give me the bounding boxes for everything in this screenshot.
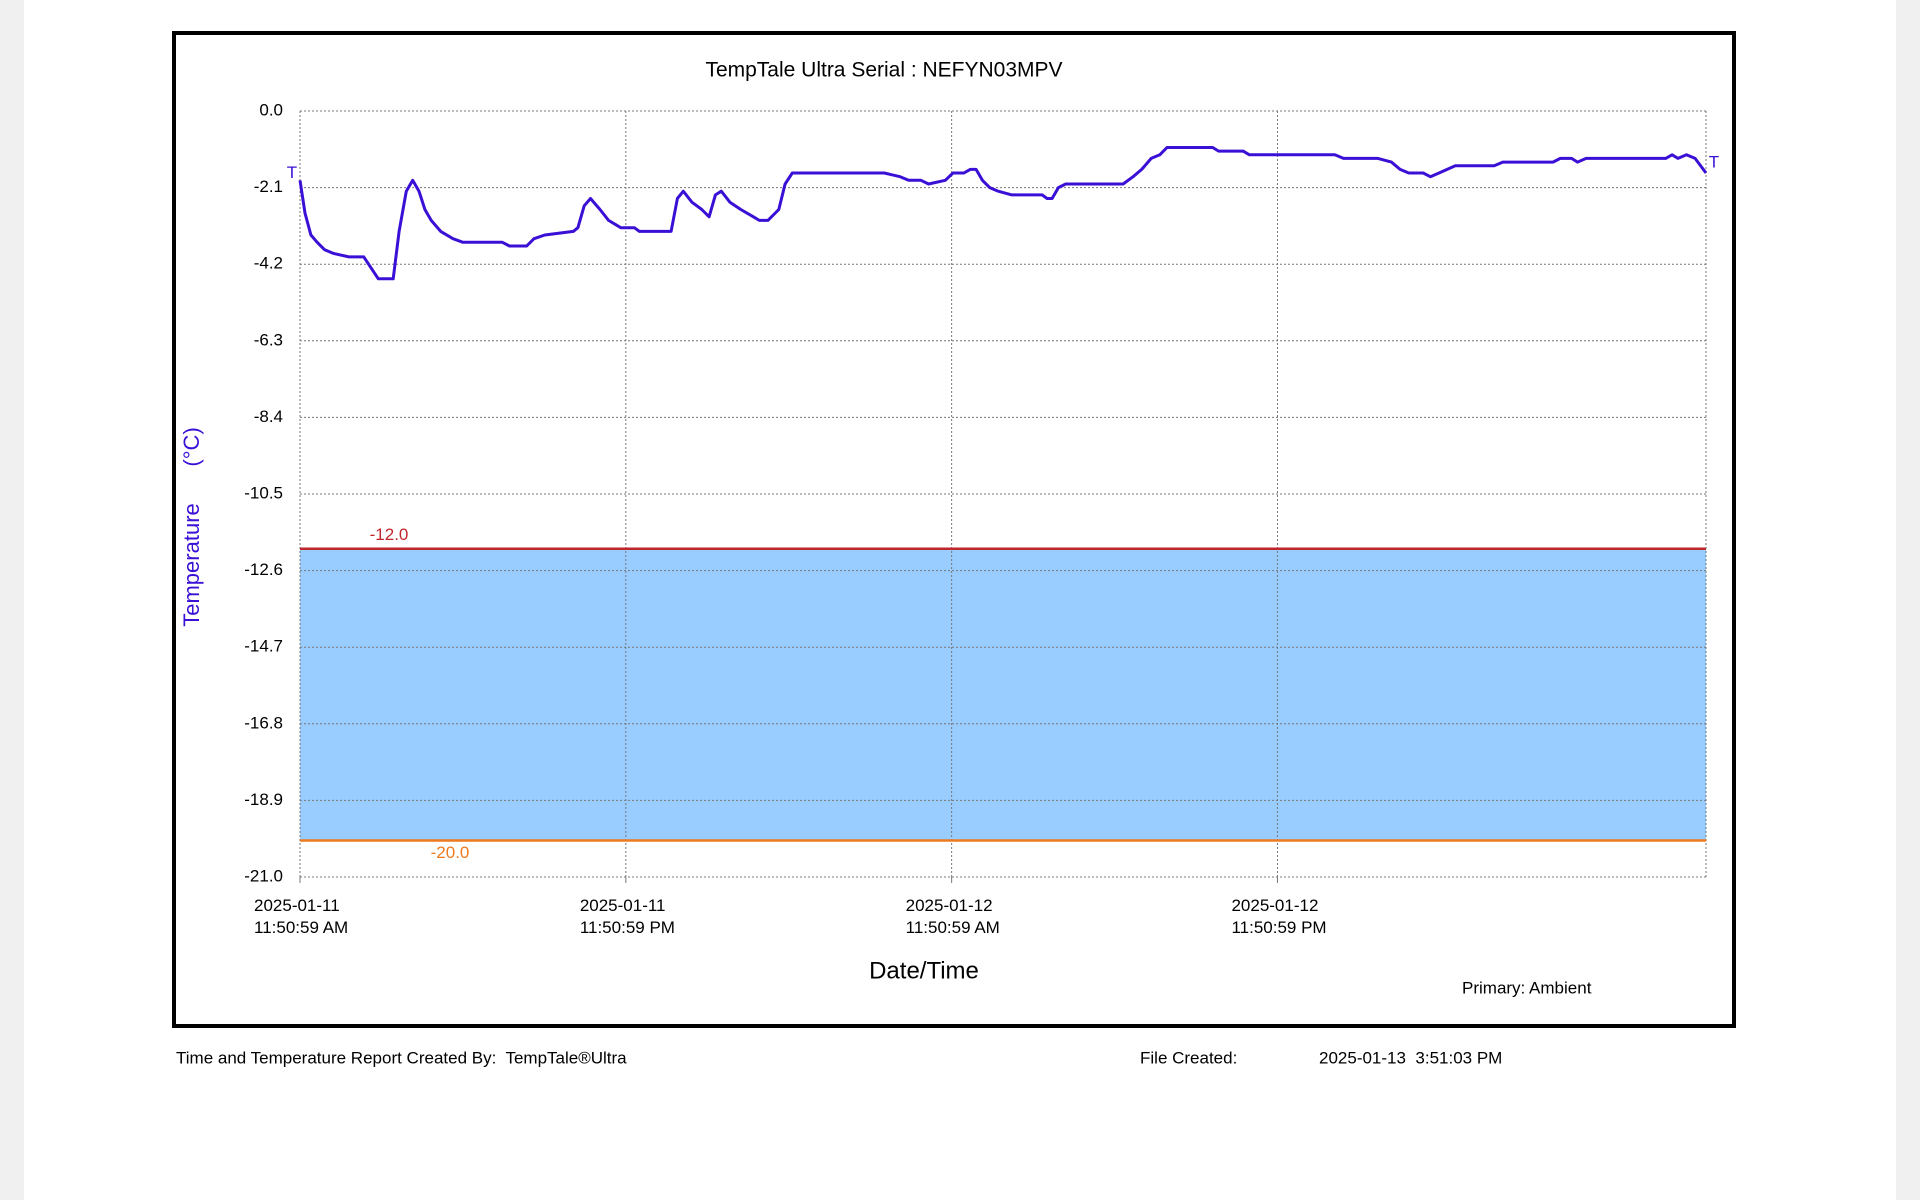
y-tick-label: -2.1 xyxy=(254,177,283,196)
chart-frame xyxy=(172,31,1736,1028)
report-page: TempTale Ultra Serial : NEFYN03MPV Tempe… xyxy=(24,0,1896,1200)
y-axis-label: Temperature (°C) xyxy=(179,427,204,627)
y-tick-label: -10.5 xyxy=(244,483,283,502)
x-tick-label: 2025-01-12 11:50:59 AM xyxy=(905,896,1000,937)
x-tick-label: 2025-01-11 11:50:59 PM xyxy=(579,896,675,937)
footer-file-date: 2025-01-13 3:51:03 PM xyxy=(1319,1048,1502,1067)
y-tick-label: -16.8 xyxy=(244,713,283,732)
y-tick-label: -6.3 xyxy=(254,330,283,349)
y-tick-label: -4.2 xyxy=(254,254,283,273)
alarm-label: -20.0 xyxy=(431,843,470,862)
y-tick-label: -18.9 xyxy=(244,790,283,809)
x-tick-label: 2025-01-11 11:50:59 AM xyxy=(254,896,349,937)
end-marker: T xyxy=(1709,152,1719,171)
x-axis-label: Date/Time xyxy=(869,957,979,984)
x-tick-label: 2025-01-12 11:50:59 PM xyxy=(1231,896,1327,937)
chart: TempTale Ultra Serial : NEFYN03MPV Tempe… xyxy=(172,31,1736,1067)
footer-created-by: Time and Temperature Report Created By: … xyxy=(176,1048,627,1067)
alarm-band xyxy=(300,548,1706,841)
data-line xyxy=(298,146,1708,281)
y-tick-label: -8.4 xyxy=(254,407,283,426)
footer-file-label: File Created: xyxy=(1140,1048,1237,1067)
legend-note: Primary: Ambient xyxy=(1462,978,1592,997)
chart-title: TempTale Ultra Serial : NEFYN03MPV xyxy=(705,59,1062,82)
y-tick-label: 0.0 xyxy=(259,100,283,119)
alarm-label: -12.0 xyxy=(370,525,409,544)
y-tick-label: -12.6 xyxy=(244,560,283,579)
y-tick-label: -21.0 xyxy=(244,866,283,885)
y-tick-label: -14.7 xyxy=(244,637,283,656)
start-marker: T xyxy=(287,163,297,182)
